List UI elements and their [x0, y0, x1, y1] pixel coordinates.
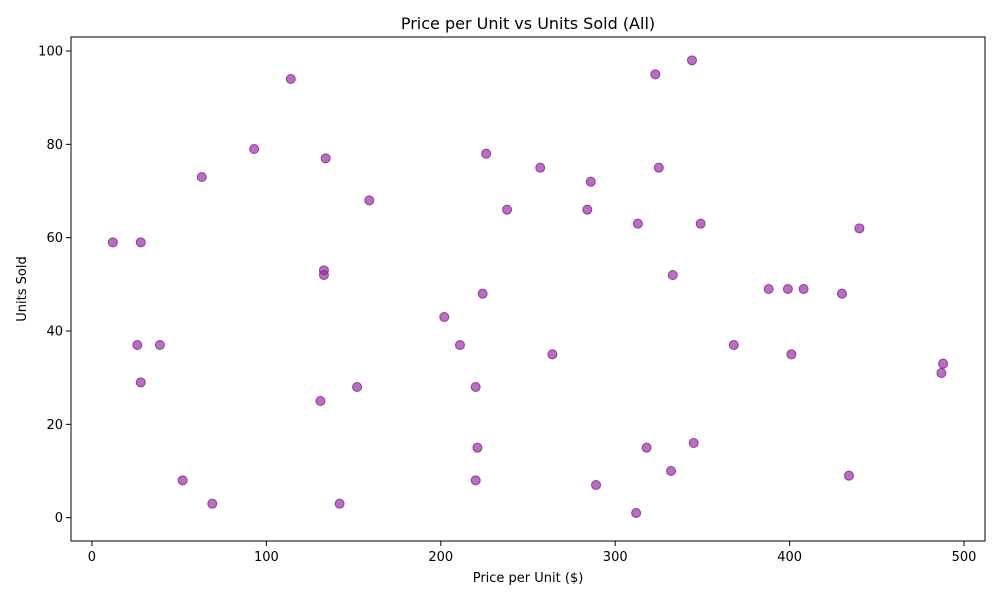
- scatter-point: [135, 377, 146, 388]
- y-tick-label: 0: [55, 511, 63, 526]
- scatter-point: [364, 195, 375, 206]
- scatter-point: [249, 144, 260, 154]
- scatter-point: [836, 288, 847, 299]
- chart-title: Price per Unit vs Units Sold (All): [401, 14, 655, 33]
- scatter-point: [470, 382, 481, 392]
- scatter-point: [334, 498, 345, 509]
- x-tick-label: 100: [254, 550, 279, 565]
- y-axis: 0 20 40 60 80 100: [38, 45, 71, 526]
- y-tick-label: 60: [46, 231, 63, 246]
- scatter-point: [843, 470, 854, 481]
- scatter-point: [653, 162, 664, 173]
- y-tick-label: 100: [38, 45, 63, 60]
- data-points: [107, 55, 949, 518]
- scatter-point: [196, 172, 207, 182]
- scatter-point: [132, 340, 143, 350]
- scatter-point: [763, 284, 774, 294]
- x-tick-label: 300: [603, 550, 628, 565]
- scatter-point: [472, 442, 483, 453]
- scatter-point: [477, 288, 488, 299]
- scatter-point: [585, 176, 596, 187]
- scatter-point: [650, 69, 661, 80]
- scatter-point: [318, 270, 329, 280]
- scatter-point: [535, 162, 546, 173]
- scatter-point: [285, 74, 296, 84]
- scatter-point: [582, 204, 593, 215]
- scatter-point: [632, 218, 643, 229]
- y-tick-label: 20: [46, 418, 63, 433]
- x-tick-label: 400: [777, 550, 802, 565]
- scatter-point: [481, 148, 492, 159]
- scatter-point: [695, 218, 706, 229]
- scatter-point: [352, 382, 363, 392]
- x-axis-label: Price per Unit ($): [473, 571, 584, 586]
- y-tick-label: 80: [46, 138, 63, 153]
- y-tick-label: 40: [46, 325, 63, 340]
- scatter-point: [107, 237, 118, 248]
- y-axis-label: Units Sold: [15, 256, 30, 321]
- scatter-point: [782, 284, 793, 294]
- scatter-point: [631, 508, 642, 518]
- scatter-point: [854, 223, 865, 234]
- scatter-point: [786, 349, 797, 360]
- scatter-point: [207, 498, 218, 509]
- scatter-point: [688, 438, 699, 448]
- x-tick-label: 500: [952, 550, 977, 565]
- x-axis: 0 100 200 300 400 500: [88, 541, 977, 565]
- plot-frame: [70, 36, 986, 542]
- x-tick-label: 200: [428, 550, 453, 565]
- scatter-point: [135, 237, 146, 248]
- scatter-point: [320, 153, 331, 164]
- scatter-point: [470, 475, 481, 486]
- scatter-point: [641, 442, 652, 453]
- scatter-point: [591, 480, 602, 490]
- scatter-point: [439, 312, 450, 322]
- scatter-point: [728, 340, 739, 350]
- scatter-point: [315, 396, 326, 406]
- scatter-point: [686, 55, 697, 66]
- scatter-point: [936, 368, 947, 378]
- scatter-point: [454, 340, 465, 350]
- scatter-point: [502, 204, 513, 215]
- scatter-point: [798, 284, 809, 294]
- scatter-point: [666, 466, 677, 476]
- scatter-point: [938, 358, 949, 369]
- scatter-point: [177, 475, 188, 486]
- scatter-point: [667, 270, 678, 280]
- x-tick-label: 0: [88, 550, 96, 565]
- scatter-point: [547, 349, 558, 360]
- scatter-point: [154, 340, 165, 350]
